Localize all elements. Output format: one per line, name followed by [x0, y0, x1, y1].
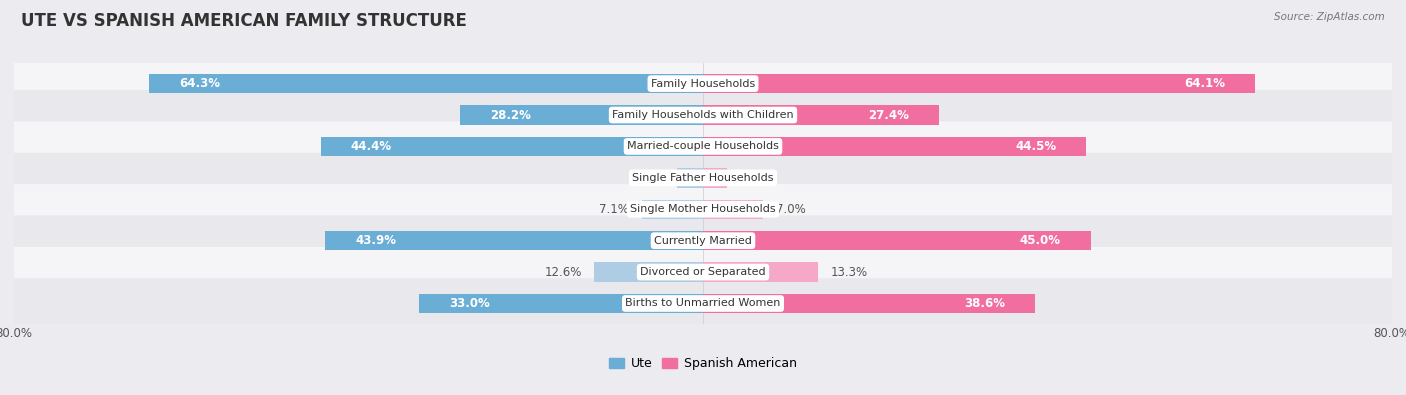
Text: 64.1%: 64.1%: [1184, 77, 1225, 90]
Text: 44.5%: 44.5%: [1015, 140, 1056, 153]
Text: 2.8%: 2.8%: [740, 171, 769, 184]
Bar: [703, 199, 763, 219]
Bar: [595, 262, 703, 282]
Bar: [703, 74, 1256, 93]
Text: UTE VS SPANISH AMERICAN FAMILY STRUCTURE: UTE VS SPANISH AMERICAN FAMILY STRUCTURE: [21, 12, 467, 30]
FancyBboxPatch shape: [11, 121, 1395, 171]
Text: 12.6%: 12.6%: [544, 265, 582, 278]
Text: Married-couple Households: Married-couple Households: [627, 141, 779, 151]
Bar: [703, 168, 727, 188]
Text: 38.6%: 38.6%: [965, 297, 1005, 310]
Text: Divorced or Separated: Divorced or Separated: [640, 267, 766, 277]
FancyBboxPatch shape: [11, 153, 1395, 203]
Text: 7.1%: 7.1%: [599, 203, 628, 216]
FancyBboxPatch shape: [11, 216, 1395, 266]
Text: 7.0%: 7.0%: [776, 203, 806, 216]
Text: Family Households with Children: Family Households with Children: [612, 110, 794, 120]
Text: 45.0%: 45.0%: [1019, 234, 1060, 247]
Text: 43.9%: 43.9%: [356, 234, 396, 247]
Text: 28.2%: 28.2%: [491, 109, 531, 122]
FancyBboxPatch shape: [11, 278, 1395, 329]
Text: 13.3%: 13.3%: [831, 265, 868, 278]
Text: 44.4%: 44.4%: [350, 140, 392, 153]
Bar: [703, 231, 1091, 250]
Bar: [703, 137, 1087, 156]
Bar: [419, 294, 703, 313]
FancyBboxPatch shape: [11, 90, 1395, 140]
Text: Family Households: Family Households: [651, 79, 755, 88]
Legend: Ute, Spanish American: Ute, Spanish American: [605, 352, 801, 375]
FancyBboxPatch shape: [11, 184, 1395, 234]
Bar: [703, 105, 939, 125]
Text: Births to Unmarried Women: Births to Unmarried Women: [626, 299, 780, 308]
FancyBboxPatch shape: [11, 58, 1395, 109]
Text: Currently Married: Currently Married: [654, 236, 752, 246]
Bar: [678, 168, 703, 188]
Bar: [149, 74, 703, 93]
Text: 3.0%: 3.0%: [634, 171, 664, 184]
Text: 64.3%: 64.3%: [180, 77, 221, 90]
Text: 33.0%: 33.0%: [449, 297, 489, 310]
Text: Single Father Households: Single Father Households: [633, 173, 773, 183]
Text: Single Mother Households: Single Mother Households: [630, 204, 776, 214]
Bar: [703, 294, 1035, 313]
Bar: [321, 137, 703, 156]
Bar: [703, 262, 817, 282]
Bar: [643, 199, 703, 219]
Text: 27.4%: 27.4%: [868, 109, 908, 122]
FancyBboxPatch shape: [11, 247, 1395, 297]
Bar: [325, 231, 703, 250]
Text: Source: ZipAtlas.com: Source: ZipAtlas.com: [1274, 12, 1385, 22]
Bar: [460, 105, 703, 125]
